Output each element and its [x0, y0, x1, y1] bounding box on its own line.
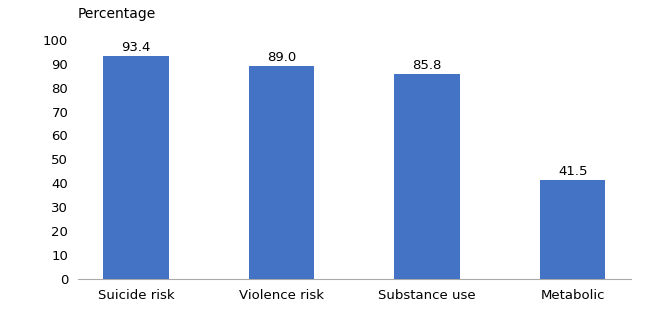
Text: 89.0: 89.0 — [267, 51, 296, 64]
Bar — [249, 66, 314, 279]
Text: Percentage: Percentage — [78, 7, 156, 21]
Bar — [103, 56, 168, 279]
Bar — [395, 74, 460, 279]
Text: 41.5: 41.5 — [558, 165, 588, 178]
Bar — [540, 180, 605, 279]
Text: 85.8: 85.8 — [412, 59, 442, 72]
Text: 93.4: 93.4 — [121, 41, 151, 54]
